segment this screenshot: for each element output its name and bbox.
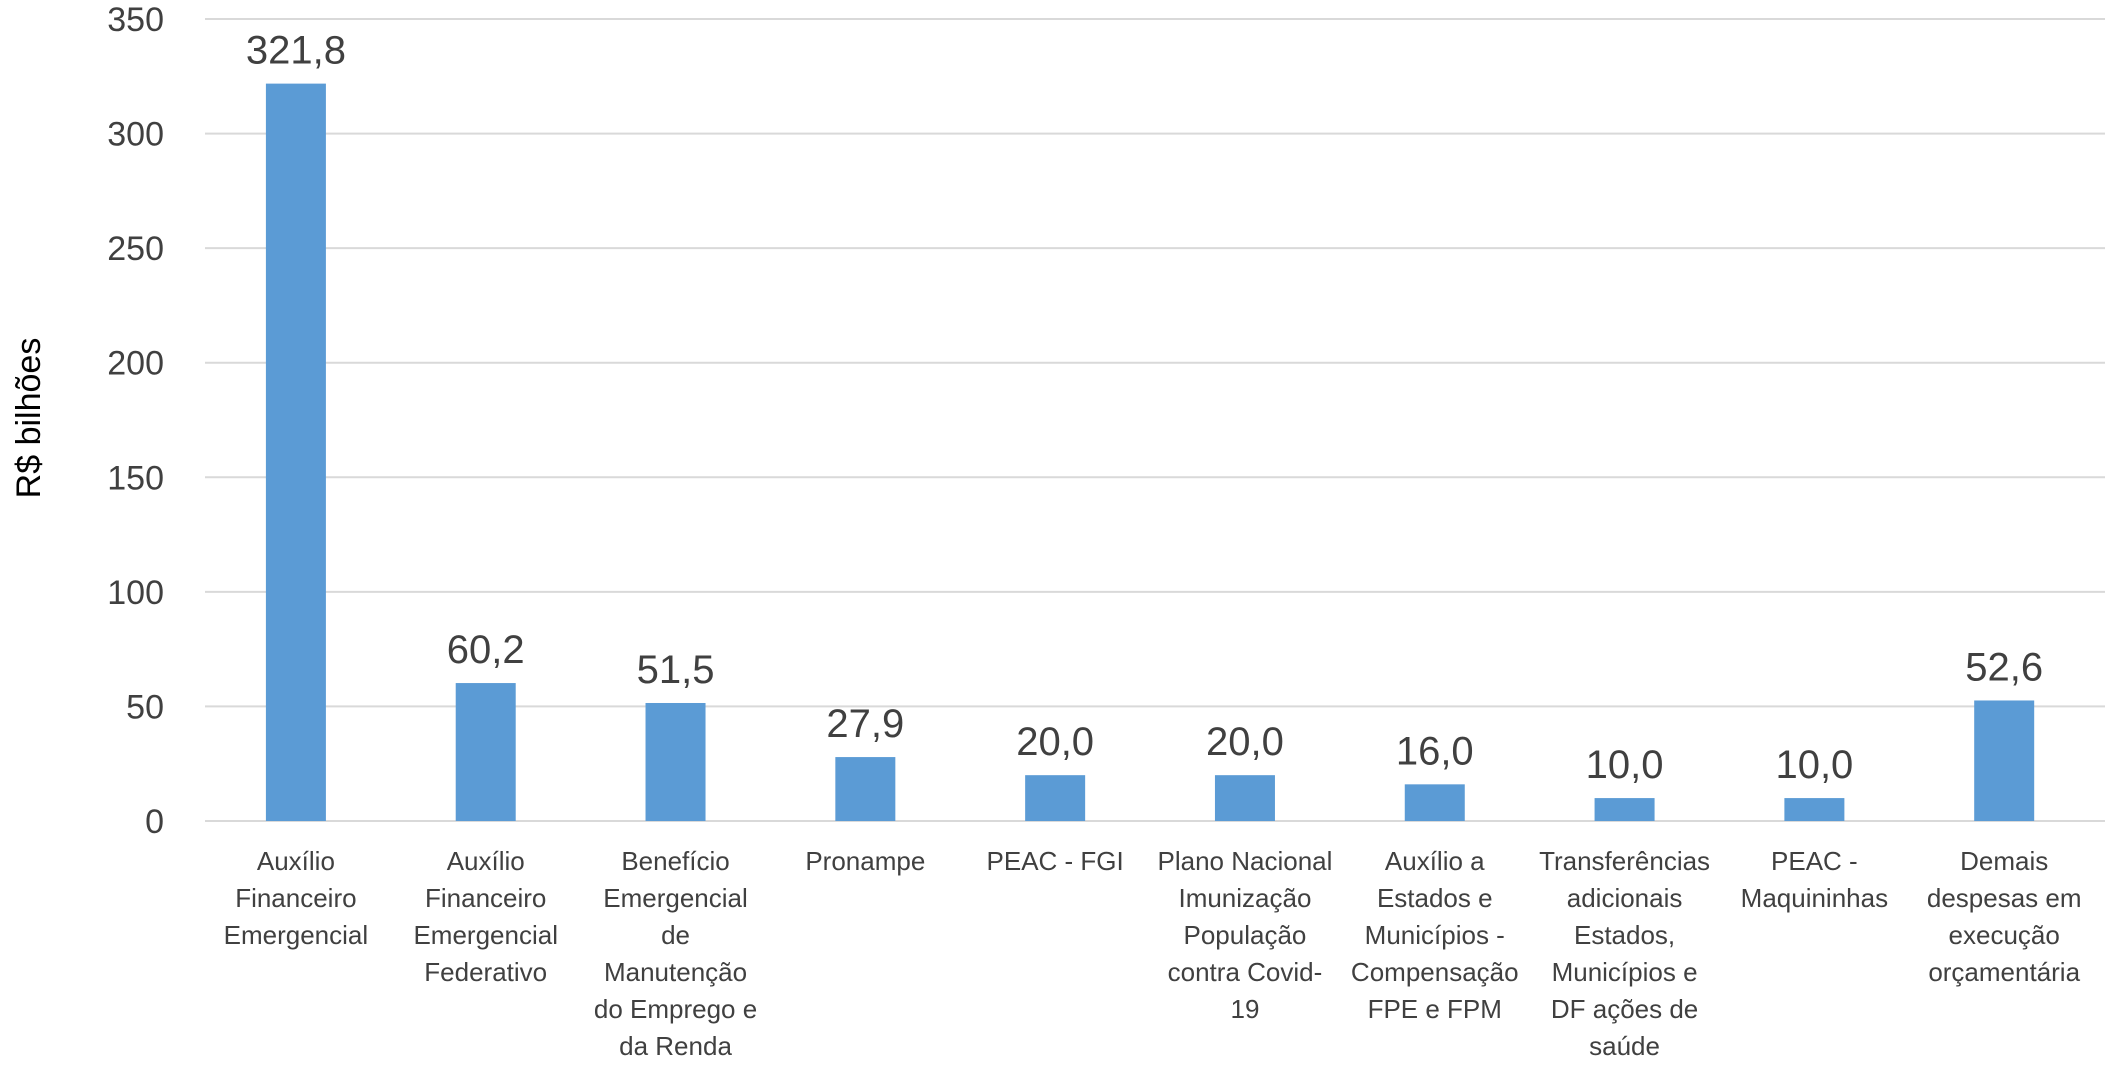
category-label-line: População — [1184, 920, 1307, 950]
gridlines — [205, 18, 2105, 822]
category-label: Auxílio Financeiro Emergencial — [224, 846, 369, 950]
bar — [1214, 775, 1275, 821]
category-label-line: orçamentária — [1928, 957, 2080, 987]
category-label-line: Estados, — [1574, 920, 1675, 950]
category-label: Pronampe — [805, 846, 925, 876]
y-axis-label: R$ bilhões — [10, 338, 48, 499]
y-tick-label: 0 — [145, 803, 164, 841]
category-label: Demais despesas em execução orçamentária — [1927, 846, 2082, 987]
y-axis-ticks: 0 50 100 150 200 250 300 350 — [107, 1, 164, 841]
bar — [1594, 798, 1655, 821]
category-label-line: 19 — [1230, 994, 1259, 1024]
category-label-line: PEAC - FGI — [987, 846, 1124, 876]
y-tick-label: 250 — [107, 230, 164, 268]
data-label: 20,0 — [1016, 720, 1094, 764]
category-label-line: DF ações de — [1551, 994, 1698, 1024]
category-label-line: Imunização — [1178, 883, 1311, 913]
bar — [1974, 700, 2035, 821]
category-label-line: Financeiro — [235, 883, 356, 913]
category-label-line: Emergencial — [413, 920, 558, 950]
category-label-line: Maquininhas — [1741, 883, 1888, 913]
data-label: 27,9 — [826, 702, 904, 746]
bar — [265, 83, 326, 821]
data-label: 10,0 — [1775, 743, 1853, 787]
data-label: 16,0 — [1396, 729, 1474, 773]
data-label: 52,6 — [1965, 645, 2043, 689]
bar — [1404, 784, 1465, 821]
category-label: Auxílio Financeiro Emergencial Federativo — [413, 846, 558, 987]
category-label-line: PEAC - — [1771, 846, 1858, 876]
category-label-line: FPE e FPM — [1368, 994, 1502, 1024]
category-label-line: Estados e — [1377, 883, 1493, 913]
y-tick-label: 300 — [107, 116, 164, 154]
y-tick-label: 100 — [107, 574, 164, 612]
category-label-line: de — [661, 920, 690, 950]
category-label: Auxílio a Estados e Municípios - Compensaçã… — [1351, 846, 1519, 1024]
bar — [1784, 798, 1845, 821]
category-label-line: Compensação — [1351, 957, 1519, 987]
bar — [835, 757, 896, 821]
category-label: Transferências adicionais Estados, Municípi… — [1539, 846, 1710, 1061]
category-label-line: Auxílio — [257, 846, 335, 876]
data-label: 60,2 — [447, 628, 525, 672]
category-label-line: Municípios - — [1365, 920, 1505, 950]
category-label-line: Emergencial — [603, 883, 748, 913]
category-label-line: adicionais — [1567, 883, 1683, 913]
category-label-line: execução — [1949, 920, 2060, 950]
category-label-line: Demais — [1960, 846, 2048, 876]
y-tick-label: 350 — [107, 1, 164, 39]
category-label-line: Auxílio — [447, 846, 525, 876]
category-label: PEAC - FGI — [987, 846, 1124, 876]
category-label-line: Auxílio a — [1385, 846, 1485, 876]
category-label-line: despesas em — [1927, 883, 2082, 913]
y-tick-label: 200 — [107, 345, 164, 383]
category-label-line: Manutenção — [604, 957, 747, 987]
category-label-line: Emergencial — [224, 920, 369, 950]
data-label: 10,0 — [1586, 743, 1664, 787]
bar — [1025, 775, 1086, 821]
category-label-line: do Emprego e — [594, 994, 757, 1024]
data-label: 321,8 — [246, 29, 346, 73]
category-label-line: da Renda — [619, 1031, 732, 1061]
data-label: 20,0 — [1206, 720, 1284, 764]
category-label-line: Benefício — [621, 846, 729, 876]
category-label: PEAC - Maquininhas — [1741, 846, 1888, 913]
category-label-line: Financeiro — [425, 883, 546, 913]
category-label-line: Pronampe — [805, 846, 925, 876]
y-tick-label: 50 — [126, 688, 164, 726]
category-label-line: Federativo — [424, 957, 547, 987]
bars — [265, 83, 2035, 821]
bar — [455, 683, 516, 821]
category-label: Benefício Emergencial de Manutenção do Empre… — [594, 846, 757, 1061]
data-labels: 321,8 60,2 51,5 27,9 20,0 20,0 16,0 10,0 10,0 52,… — [246, 29, 2043, 787]
data-label: 51,5 — [637, 648, 715, 692]
category-label: Plano Nacional Imunização População contra … — [1158, 846, 1333, 1024]
y-tick-label: 150 — [107, 459, 164, 497]
category-label-line: contra Covid- — [1168, 957, 1323, 987]
category-label-line: Transferências — [1539, 846, 1710, 876]
category-label-line: Municípios e — [1552, 957, 1698, 987]
category-labels: Auxílio Financeiro Emergencial Auxílio Finan… — [224, 846, 2082, 1061]
category-label-line: saúde — [1589, 1031, 1660, 1061]
bar — [645, 702, 706, 821]
category-label-line: Plano Nacional — [1158, 846, 1333, 876]
